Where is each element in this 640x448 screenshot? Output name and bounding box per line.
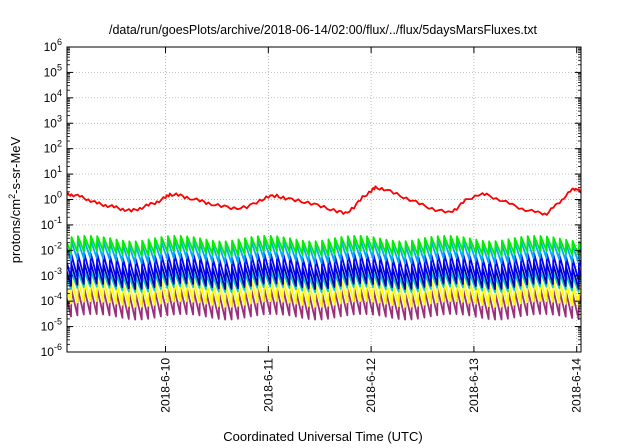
x-tick-label: 2018-6-12	[364, 358, 378, 413]
y-tick-exponent: -4	[54, 291, 62, 301]
series-line-red	[67, 185, 581, 216]
x-tick-label: 2018-6-14	[570, 358, 584, 413]
y-tick-label: 10-1	[41, 215, 62, 232]
y-tick-exponent: 5	[57, 62, 62, 72]
y-tick-base: 10	[41, 269, 55, 283]
series-line	[67, 234, 581, 257]
series-layer	[67, 185, 581, 321]
y-tick-base: 10	[44, 193, 58, 207]
y-tick-exponent: -6	[54, 342, 62, 352]
y-tick-exponent: 2	[57, 139, 62, 149]
y-axis-label: protons/cm2-s-sr-MeV	[7, 136, 23, 263]
y-tick-base: 10	[44, 142, 58, 156]
x-tick-label: 2018-6-13	[467, 358, 481, 413]
y-axis-label-base: protons/cm	[8, 199, 23, 263]
plot-frame	[66, 46, 582, 353]
y-tick-exponent: -5	[54, 317, 62, 327]
chart-title: /data/run/goesPlots/archive/2018-06-14/0…	[109, 23, 538, 37]
y-tick-base: 10	[41, 345, 55, 359]
y-tick-base: 10	[44, 167, 58, 181]
y-tick-label: 106	[44, 37, 62, 54]
y-tick-label: 105	[44, 62, 62, 79]
y-tick-base: 10	[41, 320, 55, 334]
y-tick-label: 10-5	[41, 317, 62, 334]
y-tick-label: 10-6	[41, 342, 62, 359]
y-tick-exponent: -2	[54, 240, 62, 250]
y-tick-label: 10-3	[41, 266, 62, 283]
y-tick-base: 10	[44, 40, 58, 54]
y-tick-exponent: 3	[57, 113, 62, 123]
y-tick-base: 10	[44, 65, 58, 79]
y-tick-exponent: -1	[54, 215, 62, 225]
y-tick-label: 102	[44, 139, 62, 156]
y-tick-base: 10	[44, 91, 58, 105]
y-tick-exponent: 0	[57, 190, 62, 200]
y-tick-label: 103	[44, 113, 62, 130]
y-tick-base: 10	[44, 116, 58, 130]
y-tick-exponent: 6	[57, 37, 62, 47]
y-axis-label-rest: -s-sr-MeV	[8, 136, 23, 193]
y-tick-label: 10-4	[41, 291, 62, 308]
y-tick-label: 10-2	[41, 240, 62, 257]
y-tick-base: 10	[41, 243, 55, 257]
x-tick-labels: 2018-6-10 2018-6-11 2018-6-12 2018-6-13 2018…	[159, 358, 584, 413]
y-axis-label-sup: 2	[7, 194, 17, 199]
y-tick-labels: 10-610-510-410-310-210-11001011021031041…	[41, 37, 62, 359]
y-tick-label: 101	[44, 164, 62, 181]
y-tick-label: 104	[44, 88, 62, 105]
grid	[67, 46, 581, 353]
axes	[66, 46, 582, 353]
y-tick-base: 10	[41, 294, 55, 308]
x-tick-label: 2018-6-10	[159, 358, 173, 413]
y-tick-exponent: -3	[54, 266, 62, 276]
y-tick-exponent: 1	[57, 164, 62, 174]
y-tick-exponent: 4	[57, 88, 62, 98]
y-tick-label: 100	[44, 190, 62, 207]
y-tick-base: 10	[41, 218, 55, 232]
x-axis-label: Coordinated Universal Time (UTC)	[223, 429, 422, 444]
x-tick-label: 2018-6-11	[261, 358, 275, 412]
